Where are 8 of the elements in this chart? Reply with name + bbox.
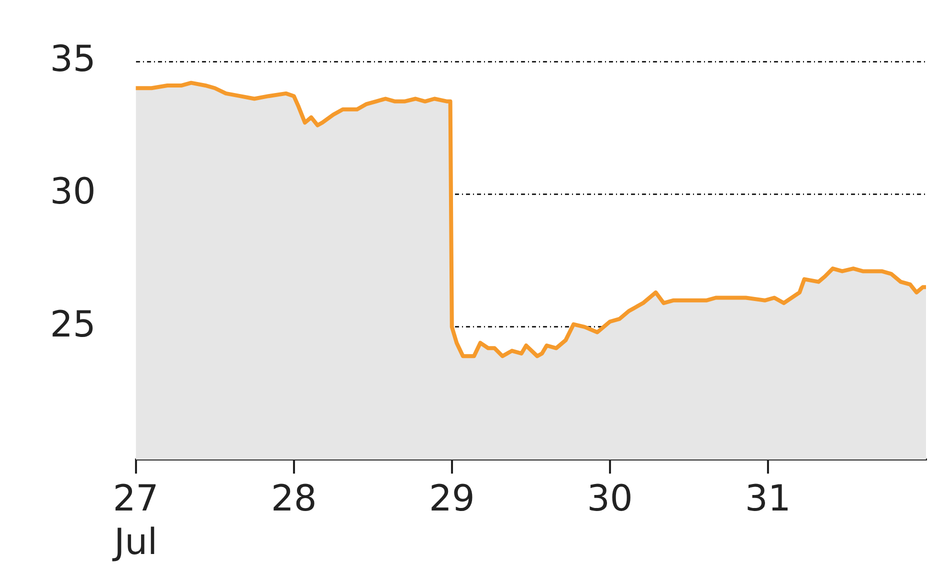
x-tick-label: 27 Jul: [112, 478, 159, 563]
x-tick-label: 29: [428, 478, 475, 520]
y-tick-label: 30: [50, 172, 96, 213]
y-tick-label: 35: [50, 38, 96, 80]
x-tick-label: 31: [745, 478, 791, 520]
y-tick-label: 25: [50, 304, 96, 346]
x-tick-label: 28: [270, 478, 317, 520]
x-tick-label: 30: [587, 478, 633, 520]
